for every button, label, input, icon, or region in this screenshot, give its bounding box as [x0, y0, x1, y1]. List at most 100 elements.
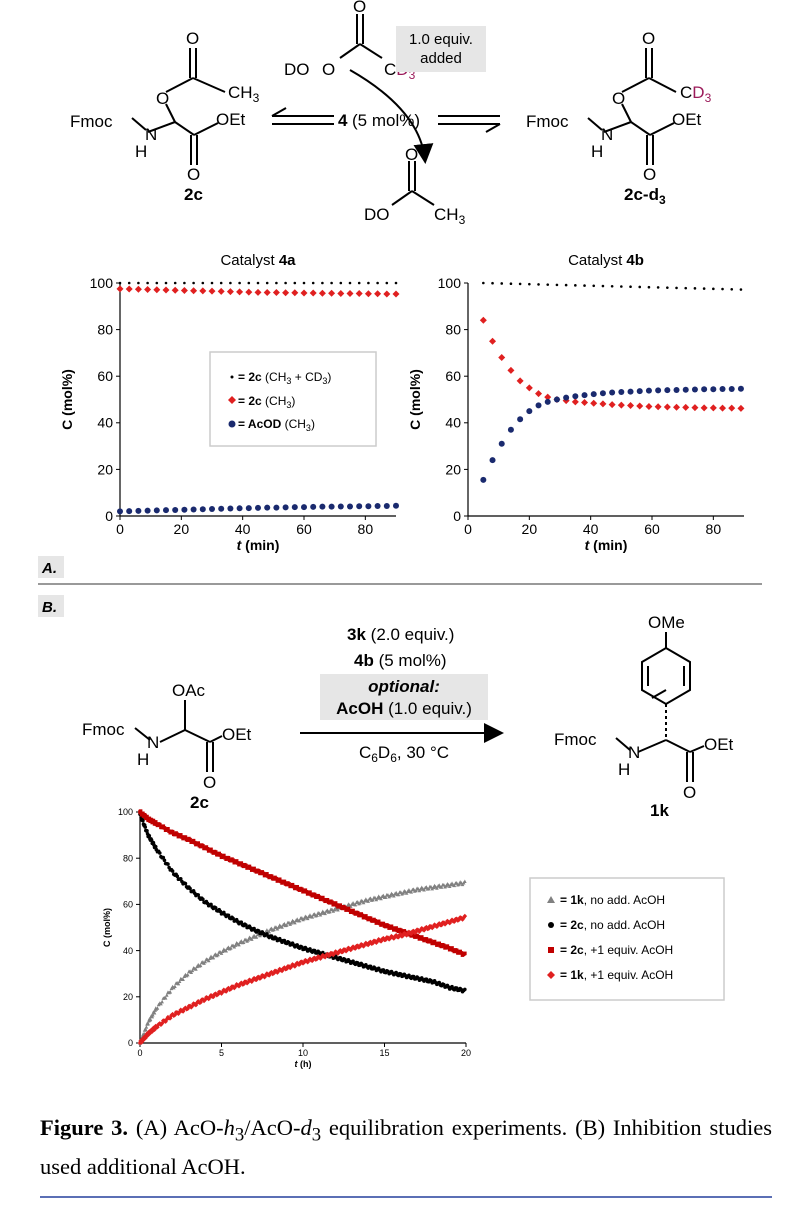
data-point — [178, 833, 183, 837]
data-point — [134, 285, 142, 293]
data-point — [442, 943, 446, 948]
data-point — [337, 948, 343, 953]
data-point — [300, 887, 304, 892]
chart-title: Catalyst 4a — [220, 252, 296, 269]
data-point — [289, 964, 294, 969]
data-point — [265, 872, 269, 876]
data-point — [267, 929, 272, 934]
data-point — [318, 956, 323, 961]
data-point — [480, 476, 487, 483]
data-point — [537, 283, 540, 286]
optional-label: optional: — [368, 677, 440, 696]
n-label: N — [147, 733, 159, 752]
scheme-b-labels: OAc Fmoc N H OEt O 2c 3k (2.0 equiv.) 4b… — [82, 613, 734, 820]
data-point — [675, 286, 678, 290]
data-point — [323, 911, 327, 916]
data-point — [710, 386, 717, 393]
fmoc-label: Fmoc — [526, 112, 569, 131]
data-point — [141, 1036, 147, 1042]
legend-entry-1: = 1k, no add. AcOH — [560, 893, 665, 907]
data-point — [376, 919, 381, 924]
data-point — [143, 825, 148, 829]
data-point — [247, 281, 251, 285]
do-label: DO — [284, 60, 310, 79]
o-label: O — [405, 145, 418, 164]
data-point — [218, 853, 223, 857]
data-point — [261, 871, 266, 876]
data-point — [479, 316, 487, 324]
panel-b-label-bg — [38, 595, 64, 617]
data-point — [137, 281, 140, 285]
data-point — [428, 924, 434, 929]
h-label: H — [135, 142, 147, 161]
legend-marker-square — [548, 947, 554, 953]
data-point — [238, 980, 244, 986]
data-point — [125, 285, 133, 293]
figure-caption: Figure 3. (A) AcO-h3/AcO-d3 equilibratio… — [40, 1112, 772, 1182]
x-tick-label: 80 — [358, 521, 374, 537]
x-tick-label: 15 — [379, 1048, 389, 1058]
data-point — [373, 918, 377, 923]
data-point — [528, 282, 531, 286]
data-point — [258, 975, 264, 980]
data-point — [160, 999, 164, 1004]
y-tick-label: 40 — [97, 415, 113, 431]
data-point — [284, 281, 287, 285]
series — [117, 502, 399, 515]
o-label: O — [187, 165, 200, 184]
y-axis-label: C (mol%) — [102, 908, 112, 947]
do-ch3-structure — [391, 161, 435, 206]
data-point — [209, 847, 213, 852]
data-point — [293, 920, 297, 925]
data-point — [572, 393, 579, 400]
data-point — [673, 386, 680, 393]
data-point — [143, 1035, 149, 1041]
data-point — [719, 404, 727, 412]
data-point — [301, 504, 307, 511]
curved-arrow — [349, 69, 434, 164]
y-tick-label: 100 — [118, 807, 133, 817]
data-point — [393, 502, 399, 509]
data-point — [170, 1011, 175, 1017]
data-point — [199, 506, 206, 513]
data-point — [383, 290, 391, 298]
data-point — [610, 284, 614, 288]
do-cd3-structure — [339, 14, 383, 59]
data-point — [187, 1003, 193, 1009]
h-label: H — [591, 142, 603, 161]
scheme-a-labels: O O CH3 Fmoc N H OEt O 2c O DO O CD3 1.0… — [70, 0, 712, 227]
data-point — [349, 945, 355, 951]
data-point — [656, 286, 660, 289]
data-point — [342, 947, 348, 952]
data-point — [355, 911, 360, 915]
data-point — [188, 837, 192, 842]
data-point — [116, 285, 124, 293]
data-point — [421, 927, 427, 933]
h-label: H — [618, 760, 630, 779]
data-point — [443, 920, 449, 926]
data-point — [546, 283, 550, 286]
data-point — [498, 440, 505, 447]
data-point — [340, 949, 345, 955]
data-point — [721, 287, 724, 291]
data-point — [157, 851, 162, 855]
o-label: O — [612, 89, 625, 108]
series — [479, 316, 745, 412]
data-point — [405, 931, 411, 936]
data-point — [217, 287, 225, 295]
data-point — [150, 1014, 155, 1019]
y-tick-label: 20 — [445, 461, 461, 477]
data-point — [189, 970, 194, 974]
data-point — [274, 876, 279, 881]
reactant-b-label: 2c — [190, 793, 209, 812]
data-point — [166, 862, 170, 866]
data-point — [190, 506, 197, 513]
data-point — [376, 937, 381, 942]
data-point — [450, 946, 454, 950]
data-point — [297, 918, 302, 923]
data-point — [291, 884, 296, 889]
data-point — [356, 503, 363, 510]
o-label: O — [156, 89, 169, 108]
series — [480, 385, 744, 483]
data-point — [282, 879, 287, 884]
